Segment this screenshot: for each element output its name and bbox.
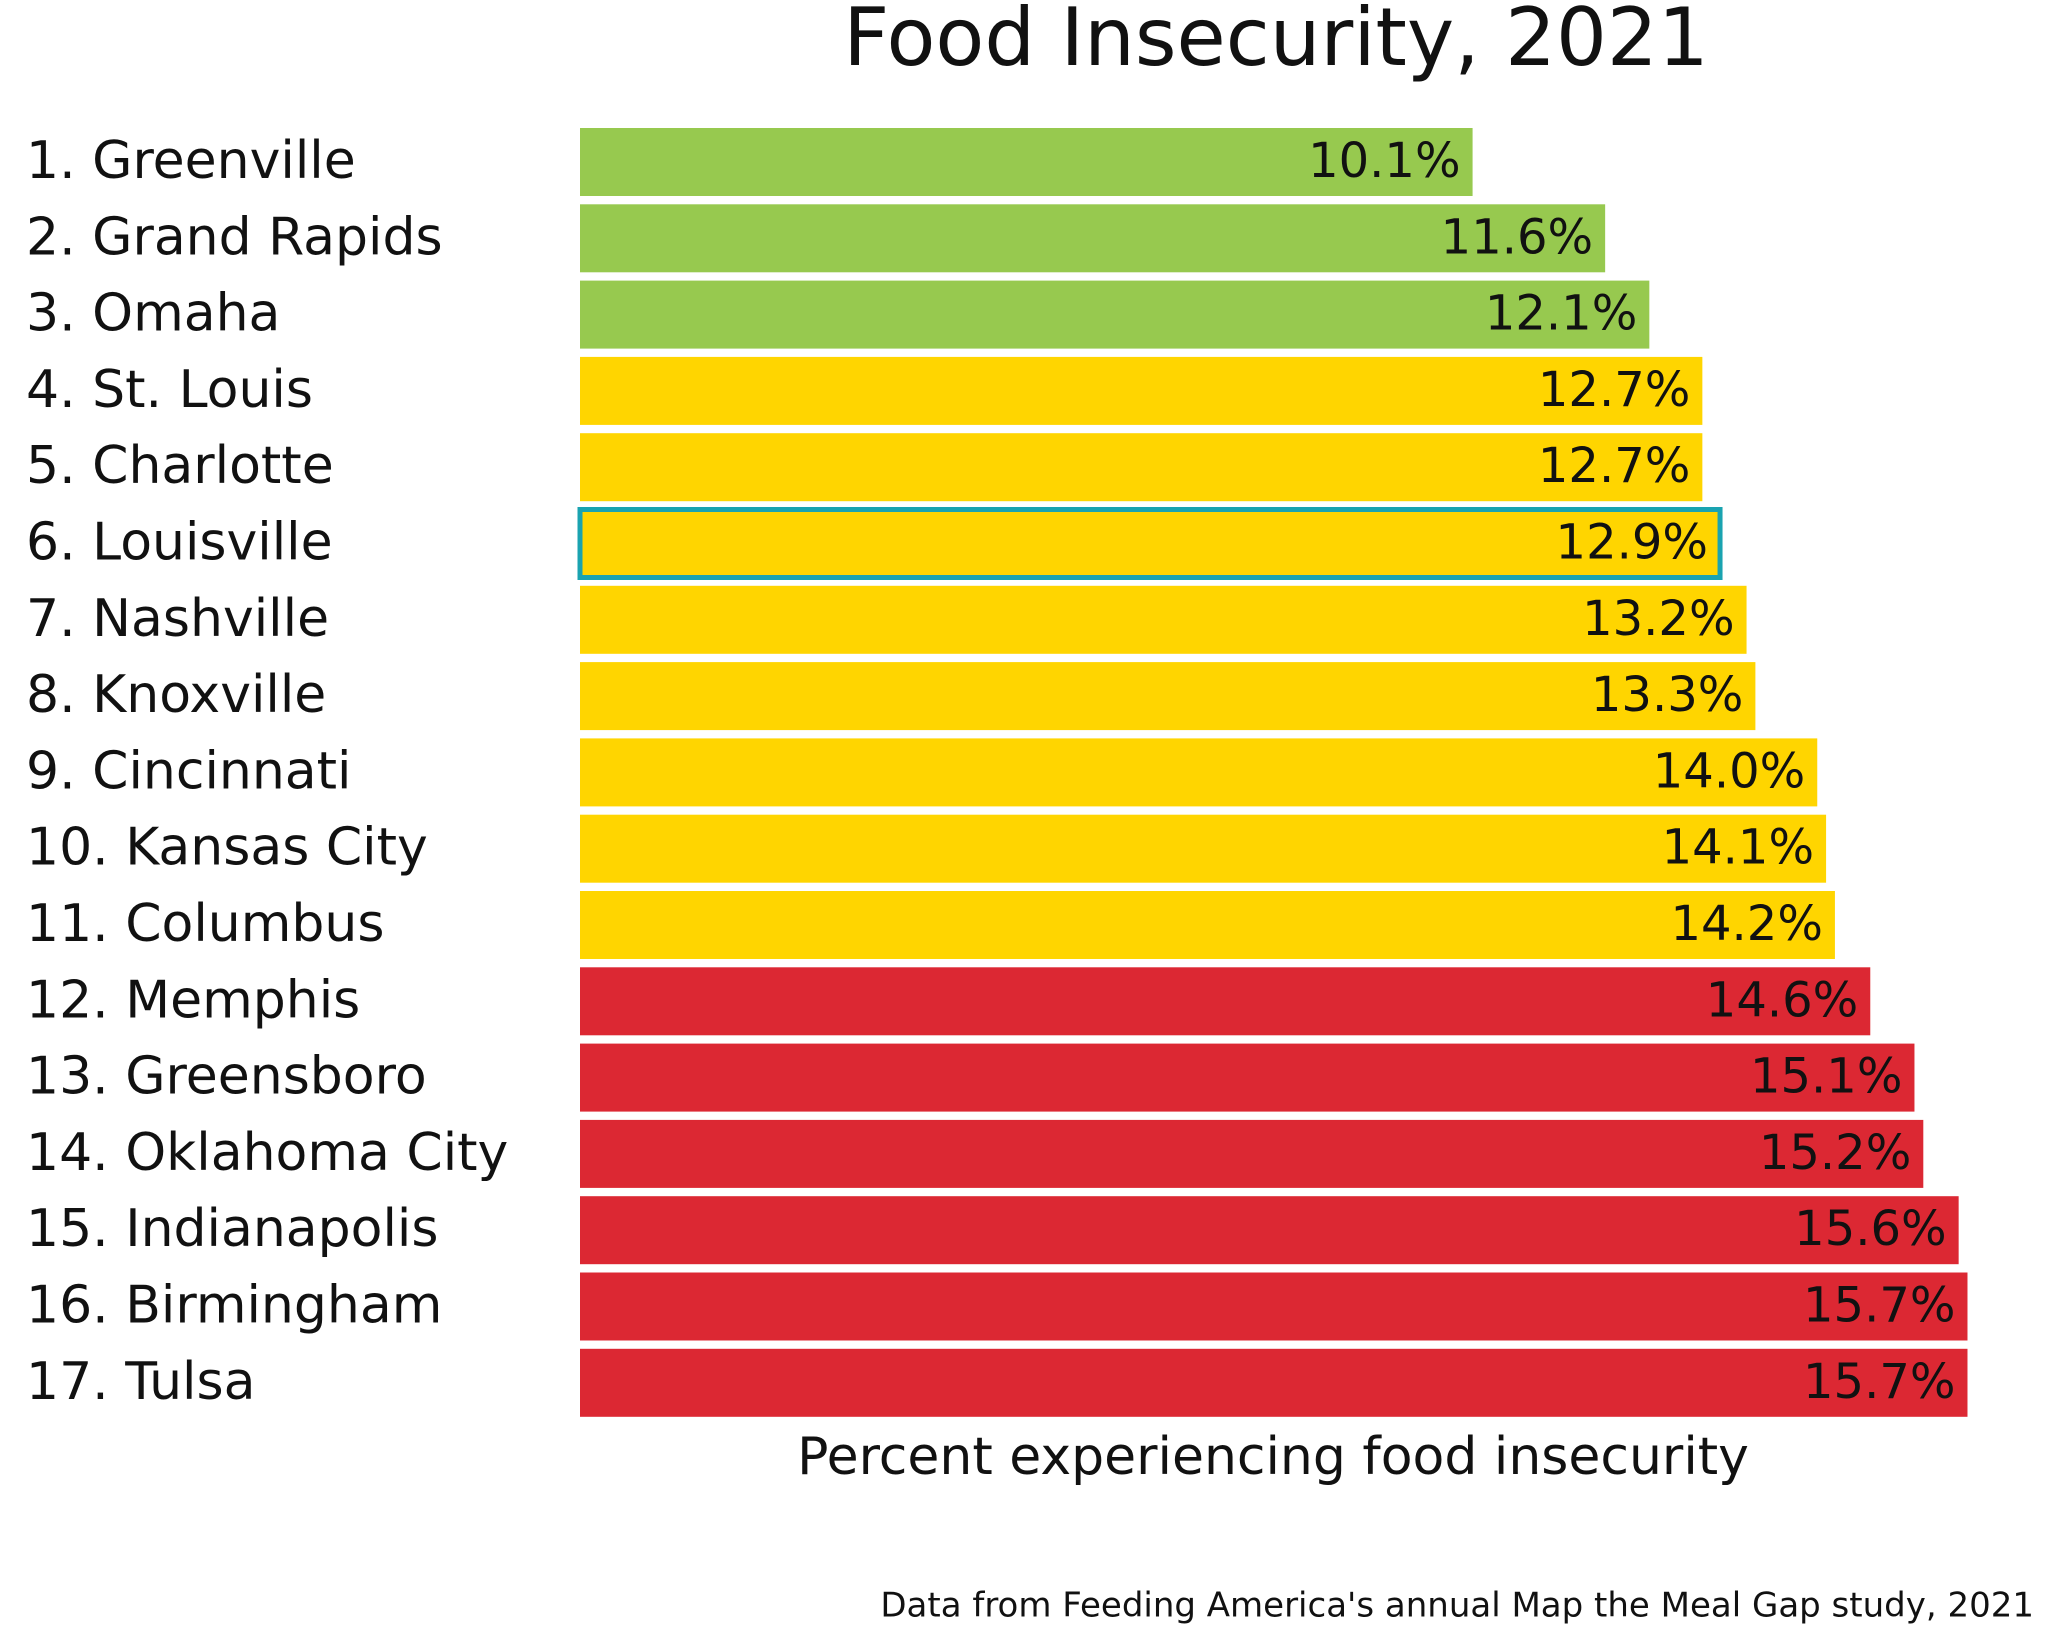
category-label: 6. Louisville	[26, 513, 333, 573]
value-label: 14.0%	[1653, 743, 1805, 799]
category-label: 17. Tulsa	[26, 1352, 255, 1412]
bar	[580, 433, 1703, 502]
value-label: 14.1%	[1662, 820, 1814, 876]
category-label: 7. Nashville	[26, 589, 329, 649]
category-label: 15. Indianapolis	[26, 1199, 438, 1259]
bar	[580, 1348, 1968, 1417]
value-label: 15.2%	[1759, 1125, 1911, 1181]
bar	[580, 1119, 1924, 1188]
category-label: 2. Grand Rapids	[26, 207, 443, 267]
bar	[580, 738, 1818, 807]
category-label: 13. Greensboro	[26, 1047, 427, 1107]
category-label: 11. Columbus	[26, 894, 384, 954]
bar	[580, 204, 1606, 273]
source-note: Data from Feeding America's annual Map t…	[880, 1586, 2034, 1626]
value-label: 15.7%	[1803, 1278, 1955, 1334]
bar	[580, 128, 1473, 196]
value-label: 12.9%	[1556, 515, 1708, 571]
bar	[580, 891, 1835, 959]
category-label: 16. Birmingham	[26, 1276, 442, 1336]
value-label: 11.6%	[1441, 209, 1593, 265]
value-label: 15.1%	[1750, 1049, 1902, 1105]
category-label: 9. Cincinnati	[26, 741, 352, 801]
category-label: 8. Knoxville	[26, 665, 326, 725]
bar	[580, 662, 1756, 731]
value-label: 15.7%	[1803, 1354, 1955, 1410]
value-label: 13.2%	[1582, 591, 1734, 647]
category-label: 12. Memphis	[26, 970, 360, 1030]
category-label: 4. St. Louis	[26, 360, 313, 420]
x-axis-label: Percent experiencing food insecurity	[797, 1427, 1749, 1487]
value-label: 12.1%	[1485, 286, 1637, 342]
bar	[580, 1043, 1915, 1112]
bar	[577, 507, 1723, 580]
category-label: 3. Omaha	[26, 284, 280, 344]
value-label: 14.2%	[1670, 896, 1822, 952]
category-label: 14. Oklahoma City	[26, 1123, 508, 1183]
category-label: 5. Charlotte	[26, 436, 334, 496]
bar	[580, 814, 1827, 883]
chart-title: Food Insecurity, 2021	[843, 0, 1708, 84]
bar	[580, 280, 1650, 349]
category-label: 10. Kansas City	[26, 818, 428, 878]
bar	[580, 967, 1871, 1036]
value-label: 10.1%	[1308, 133, 1460, 189]
bar	[580, 356, 1703, 425]
value-label: 12.7%	[1538, 362, 1690, 418]
value-label: 15.6%	[1794, 1201, 1946, 1257]
bar	[580, 1196, 1959, 1265]
value-label: 14.6%	[1706, 972, 1858, 1028]
bar	[580, 585, 1747, 654]
category-label: 1. Greenville	[26, 131, 356, 191]
value-label: 13.3%	[1591, 667, 1743, 723]
bar	[580, 1272, 1968, 1341]
value-label: 12.7%	[1538, 438, 1690, 494]
